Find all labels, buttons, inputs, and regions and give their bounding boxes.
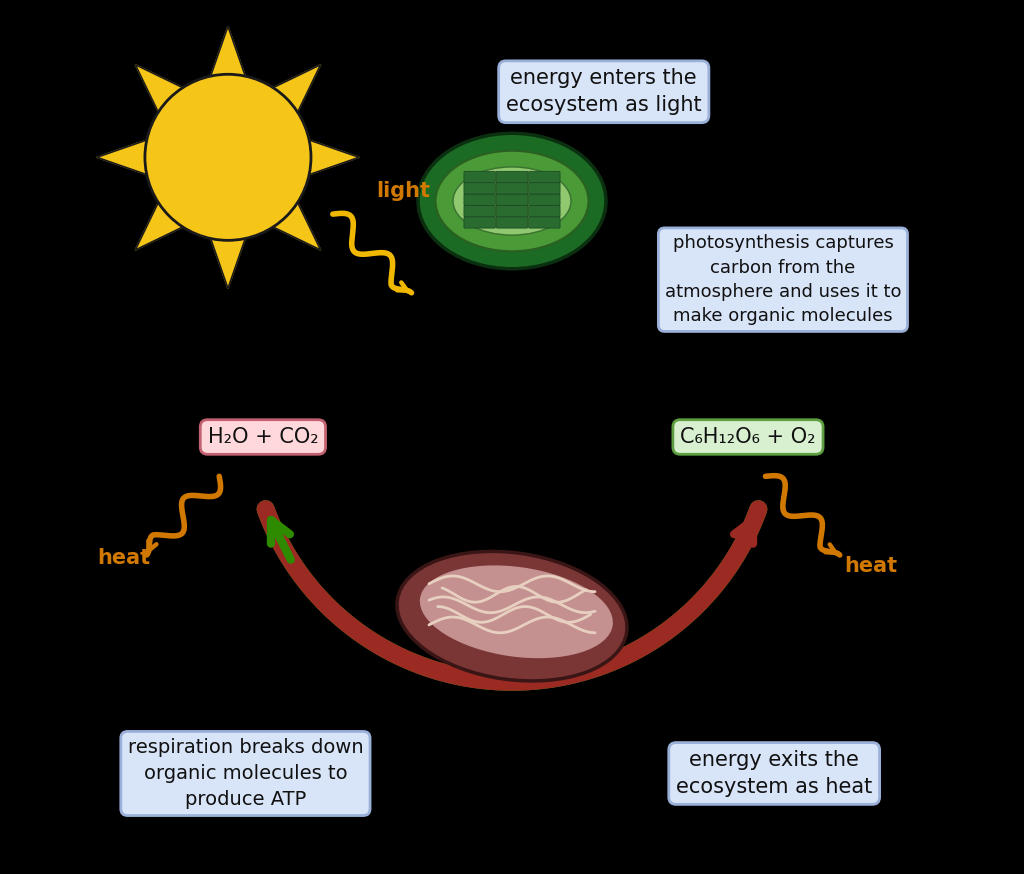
- FancyBboxPatch shape: [464, 194, 496, 205]
- Polygon shape: [135, 198, 187, 250]
- Polygon shape: [268, 65, 321, 117]
- Text: energy exits the
ecosystem as heat: energy exits the ecosystem as heat: [676, 750, 872, 797]
- Polygon shape: [135, 65, 187, 117]
- FancyBboxPatch shape: [528, 194, 560, 205]
- FancyBboxPatch shape: [528, 217, 560, 228]
- Text: light: light: [377, 181, 430, 201]
- Text: energy enters the
ecosystem as light: energy enters the ecosystem as light: [506, 68, 701, 115]
- FancyBboxPatch shape: [528, 183, 560, 194]
- Ellipse shape: [418, 133, 606, 269]
- FancyBboxPatch shape: [497, 171, 527, 183]
- Text: C₆H₁₂O₆ + O₂: C₆H₁₂O₆ + O₂: [680, 427, 816, 447]
- Polygon shape: [97, 138, 152, 177]
- Ellipse shape: [419, 565, 614, 659]
- FancyBboxPatch shape: [497, 217, 527, 228]
- Polygon shape: [209, 26, 247, 81]
- FancyBboxPatch shape: [464, 205, 496, 217]
- Text: respiration breaks down
organic molecules to
produce ATP: respiration breaks down organic molecule…: [128, 739, 364, 808]
- FancyBboxPatch shape: [464, 171, 496, 183]
- Polygon shape: [209, 233, 247, 288]
- FancyBboxPatch shape: [464, 217, 496, 228]
- FancyBboxPatch shape: [528, 171, 560, 183]
- FancyBboxPatch shape: [497, 205, 527, 217]
- Ellipse shape: [397, 551, 627, 681]
- Text: heat: heat: [844, 557, 897, 577]
- FancyBboxPatch shape: [497, 194, 527, 205]
- Polygon shape: [268, 198, 321, 250]
- Ellipse shape: [435, 150, 589, 252]
- Text: photosynthesis captures
carbon from the
atmosphere and uses it to
make organic m: photosynthesis captures carbon from the …: [665, 234, 901, 325]
- Ellipse shape: [453, 167, 571, 235]
- FancyBboxPatch shape: [528, 205, 560, 217]
- FancyBboxPatch shape: [464, 183, 496, 194]
- FancyBboxPatch shape: [497, 183, 527, 194]
- Polygon shape: [304, 138, 359, 177]
- Circle shape: [145, 74, 311, 240]
- Text: H₂O + CO₂: H₂O + CO₂: [208, 427, 318, 447]
- Text: heat: heat: [97, 548, 150, 568]
